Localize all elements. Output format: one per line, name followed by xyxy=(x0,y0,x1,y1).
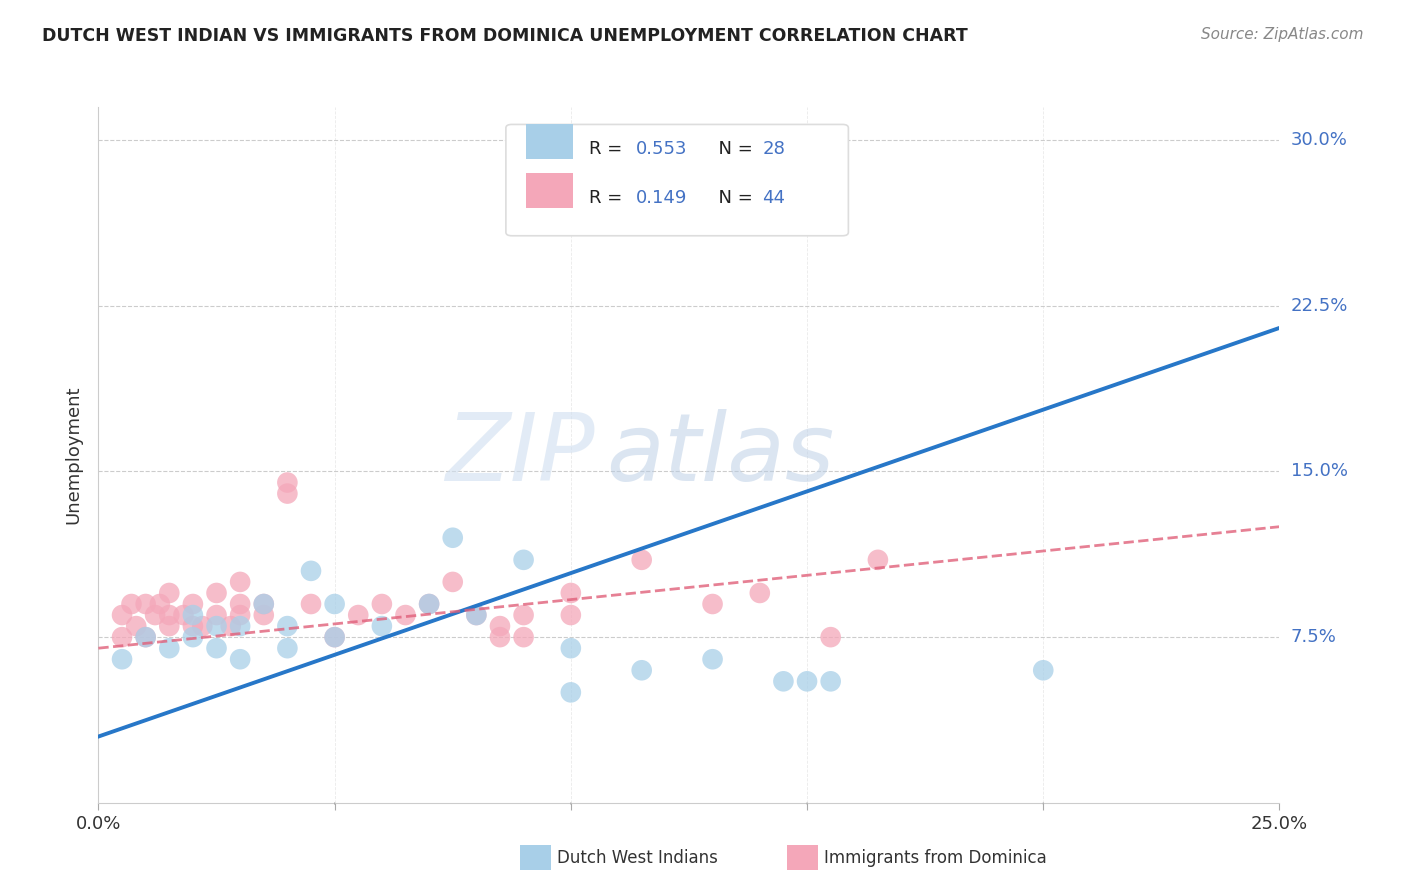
Point xyxy=(181,608,204,623)
FancyBboxPatch shape xyxy=(506,124,848,235)
Text: N =: N = xyxy=(707,189,758,207)
Point xyxy=(512,553,534,567)
Point xyxy=(157,641,180,656)
Point xyxy=(172,608,194,623)
Point xyxy=(418,597,440,611)
Point xyxy=(820,674,842,689)
Point xyxy=(820,630,842,644)
Point xyxy=(702,597,724,611)
Point xyxy=(205,586,228,600)
Text: 30.0%: 30.0% xyxy=(1291,131,1347,149)
Text: atlas: atlas xyxy=(606,409,835,500)
Point xyxy=(866,553,889,567)
Point xyxy=(489,630,512,644)
Point xyxy=(149,597,172,611)
Text: 0.553: 0.553 xyxy=(636,140,688,159)
Point xyxy=(371,597,394,611)
Text: 28: 28 xyxy=(762,140,785,159)
Point xyxy=(181,630,204,644)
Point xyxy=(276,475,298,490)
Text: Source: ZipAtlas.com: Source: ZipAtlas.com xyxy=(1201,27,1364,42)
Text: 0.149: 0.149 xyxy=(636,189,688,207)
Point xyxy=(111,630,134,644)
Point xyxy=(157,608,180,623)
Point xyxy=(135,597,157,611)
Point xyxy=(253,608,276,623)
Point xyxy=(135,630,157,644)
Point xyxy=(441,531,464,545)
Point xyxy=(560,641,582,656)
Point xyxy=(465,608,488,623)
Point xyxy=(205,619,228,633)
Point xyxy=(125,619,148,633)
Point xyxy=(253,597,276,611)
Text: N =: N = xyxy=(707,140,758,159)
Point xyxy=(229,652,252,666)
Point xyxy=(111,652,134,666)
Point xyxy=(371,619,394,633)
Point xyxy=(489,619,512,633)
Point xyxy=(394,608,416,623)
Point xyxy=(181,597,204,611)
Text: R =: R = xyxy=(589,140,627,159)
Point xyxy=(630,663,652,677)
FancyBboxPatch shape xyxy=(526,124,574,159)
Point xyxy=(702,652,724,666)
Point xyxy=(323,630,346,644)
Point xyxy=(323,597,346,611)
Point xyxy=(219,619,242,633)
Point xyxy=(796,674,818,689)
Point xyxy=(276,619,298,633)
Point xyxy=(205,641,228,656)
Point xyxy=(299,597,322,611)
Text: 7.5%: 7.5% xyxy=(1291,628,1337,646)
Point xyxy=(229,619,252,633)
Point xyxy=(135,630,157,644)
Point xyxy=(748,586,770,600)
Text: Immigrants from Dominica: Immigrants from Dominica xyxy=(824,849,1046,867)
Point xyxy=(560,608,582,623)
Y-axis label: Unemployment: Unemployment xyxy=(65,385,83,524)
Point xyxy=(276,641,298,656)
Point xyxy=(143,608,166,623)
Point xyxy=(512,630,534,644)
Point xyxy=(441,574,464,589)
Point xyxy=(418,597,440,611)
Point xyxy=(121,597,143,611)
Point xyxy=(299,564,322,578)
Point xyxy=(157,619,180,633)
Point xyxy=(276,486,298,500)
Point xyxy=(205,608,228,623)
Point xyxy=(560,685,582,699)
Point xyxy=(512,608,534,623)
Point xyxy=(229,608,252,623)
Point xyxy=(181,619,204,633)
Text: R =: R = xyxy=(589,189,627,207)
Text: DUTCH WEST INDIAN VS IMMIGRANTS FROM DOMINICA UNEMPLOYMENT CORRELATION CHART: DUTCH WEST INDIAN VS IMMIGRANTS FROM DOM… xyxy=(42,27,967,45)
Point xyxy=(772,674,794,689)
Point xyxy=(229,574,252,589)
Text: ZIP: ZIP xyxy=(444,409,595,500)
Point xyxy=(157,586,180,600)
Point xyxy=(191,619,214,633)
FancyBboxPatch shape xyxy=(526,173,574,208)
Point xyxy=(347,608,370,623)
Point xyxy=(560,586,582,600)
Text: 22.5%: 22.5% xyxy=(1291,297,1348,315)
Point xyxy=(465,608,488,623)
Point xyxy=(1032,663,1054,677)
Point xyxy=(111,608,134,623)
Point xyxy=(630,553,652,567)
Point xyxy=(323,630,346,644)
Text: Dutch West Indians: Dutch West Indians xyxy=(557,849,717,867)
Point xyxy=(229,597,252,611)
Point xyxy=(253,597,276,611)
Text: 15.0%: 15.0% xyxy=(1291,462,1347,481)
Text: 44: 44 xyxy=(762,189,785,207)
